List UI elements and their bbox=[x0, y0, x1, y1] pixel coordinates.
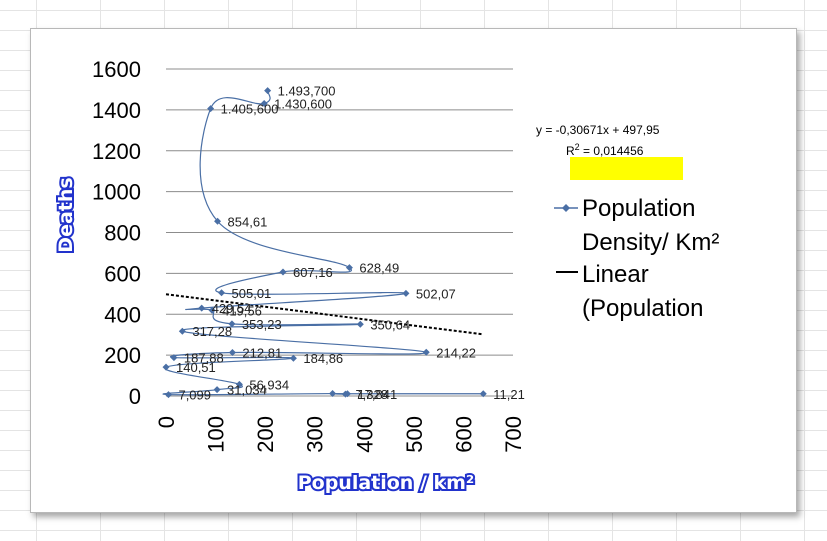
data-point bbox=[356, 320, 364, 328]
y-tick-label: 800 bbox=[104, 221, 141, 246]
y-tick-labels: 0 200 400 600 800 1000 1200 1400 1600 bbox=[92, 57, 141, 409]
data-point bbox=[228, 320, 236, 328]
data-label: 502,07 bbox=[416, 286, 456, 301]
legend-text-line: Density/ Km² bbox=[582, 229, 719, 256]
r-squared-highlight bbox=[570, 157, 683, 180]
r-squared-label: R2 = 0,014456 bbox=[566, 142, 644, 158]
legend-entry-trend: Linear (Population bbox=[582, 261, 703, 322]
data-point bbox=[198, 304, 206, 312]
data-point bbox=[162, 363, 170, 371]
data-point bbox=[402, 289, 410, 297]
data-point bbox=[218, 289, 226, 297]
trendline bbox=[165, 293, 484, 336]
x-tick-label: 0 bbox=[154, 416, 179, 428]
y-tick-label: 200 bbox=[104, 343, 141, 368]
data-label: 11,21 bbox=[493, 387, 525, 402]
data-point bbox=[213, 386, 221, 394]
legend-entry-series: Population Density/ Km² bbox=[582, 195, 719, 256]
data-label: 17,841 bbox=[357, 387, 397, 402]
x-tick-label: 300 bbox=[303, 416, 328, 453]
data-label: 7,099 bbox=[178, 388, 211, 403]
legend[interactable]: Population Density/ Km² Linear (Population bbox=[554, 195, 719, 322]
data-label: 1.430,600 bbox=[274, 97, 332, 112]
data-point bbox=[178, 327, 186, 335]
gridlines bbox=[166, 68, 513, 397]
y-tick-label: 1400 bbox=[92, 98, 141, 123]
data-label: 317,28 bbox=[192, 324, 232, 339]
data-label: 212,81 bbox=[242, 345, 282, 360]
data-point bbox=[329, 390, 337, 398]
data-point bbox=[289, 354, 297, 362]
x-tick-labels: 0 100 200 300 400 500 600 700 bbox=[154, 416, 526, 453]
x-tick-label: 700 bbox=[501, 416, 526, 453]
data-point bbox=[345, 264, 353, 272]
data-label: 1.405,600 bbox=[221, 102, 279, 117]
data-label: 607,16 bbox=[293, 265, 333, 280]
data-point bbox=[164, 391, 172, 399]
y-tick-label: 0 bbox=[129, 384, 141, 409]
y-tick-label: 400 bbox=[104, 302, 141, 327]
data-label: 505,01 bbox=[232, 286, 272, 301]
x-tick-label: 600 bbox=[451, 416, 476, 453]
y-tick-label: 1000 bbox=[92, 180, 141, 205]
data-label: 350,64 bbox=[370, 317, 410, 332]
data-label: 419,56 bbox=[222, 303, 262, 318]
data-point bbox=[214, 217, 222, 225]
data-label: 628,49 bbox=[359, 261, 399, 276]
data-point bbox=[264, 87, 272, 95]
r-squared-value: = 0,014456 bbox=[580, 144, 644, 158]
x-tick-label: 100 bbox=[204, 416, 229, 453]
legend-text-line: (Population bbox=[582, 295, 703, 322]
x-tick-label: 500 bbox=[402, 416, 427, 453]
x-tick-label: 400 bbox=[352, 416, 377, 453]
data-point bbox=[228, 348, 236, 356]
legend-text-line: Linear bbox=[582, 261, 649, 288]
data-point bbox=[170, 354, 178, 362]
x-tick-label: 200 bbox=[253, 416, 278, 453]
y-axis-title: Deaths bbox=[55, 177, 77, 252]
data-label: 31,034 bbox=[227, 383, 267, 398]
r-superscript: 2 bbox=[575, 142, 580, 152]
x-axis-title: Population / km² bbox=[298, 472, 475, 494]
data-label: 140,51 bbox=[176, 360, 216, 375]
data-point bbox=[479, 390, 487, 398]
data-point bbox=[279, 268, 287, 276]
data-label: 187,88 bbox=[184, 351, 224, 366]
data-point bbox=[422, 348, 430, 356]
y-tick-label: 1200 bbox=[92, 139, 141, 164]
legend-series-marker bbox=[562, 204, 570, 212]
y-tick-label: 1600 bbox=[92, 57, 141, 82]
chart-frame[interactable] bbox=[30, 28, 797, 513]
data-point bbox=[343, 390, 351, 398]
data-point bbox=[208, 306, 216, 314]
legend-text-line: Population bbox=[582, 195, 695, 222]
data-point bbox=[207, 105, 215, 113]
data-label: 429,54 bbox=[212, 301, 252, 316]
data-label: 214,22 bbox=[436, 345, 476, 360]
data-label: 184,86 bbox=[303, 351, 343, 366]
data-label: 854,61 bbox=[228, 214, 268, 229]
data-markers bbox=[162, 87, 487, 399]
y-tick-label: 600 bbox=[104, 261, 141, 286]
series-line bbox=[162, 90, 484, 396]
trend-equation: y = -0,30671x + 497,95 bbox=[536, 123, 660, 137]
data-label: 1.493,700 bbox=[278, 84, 336, 99]
data-label: 56,934 bbox=[249, 377, 289, 392]
data-label: 7,328 bbox=[355, 387, 388, 402]
data-point bbox=[235, 380, 243, 388]
data-point bbox=[260, 100, 268, 108]
r-letter: R bbox=[566, 144, 575, 158]
data-label: 353,23 bbox=[242, 317, 282, 332]
